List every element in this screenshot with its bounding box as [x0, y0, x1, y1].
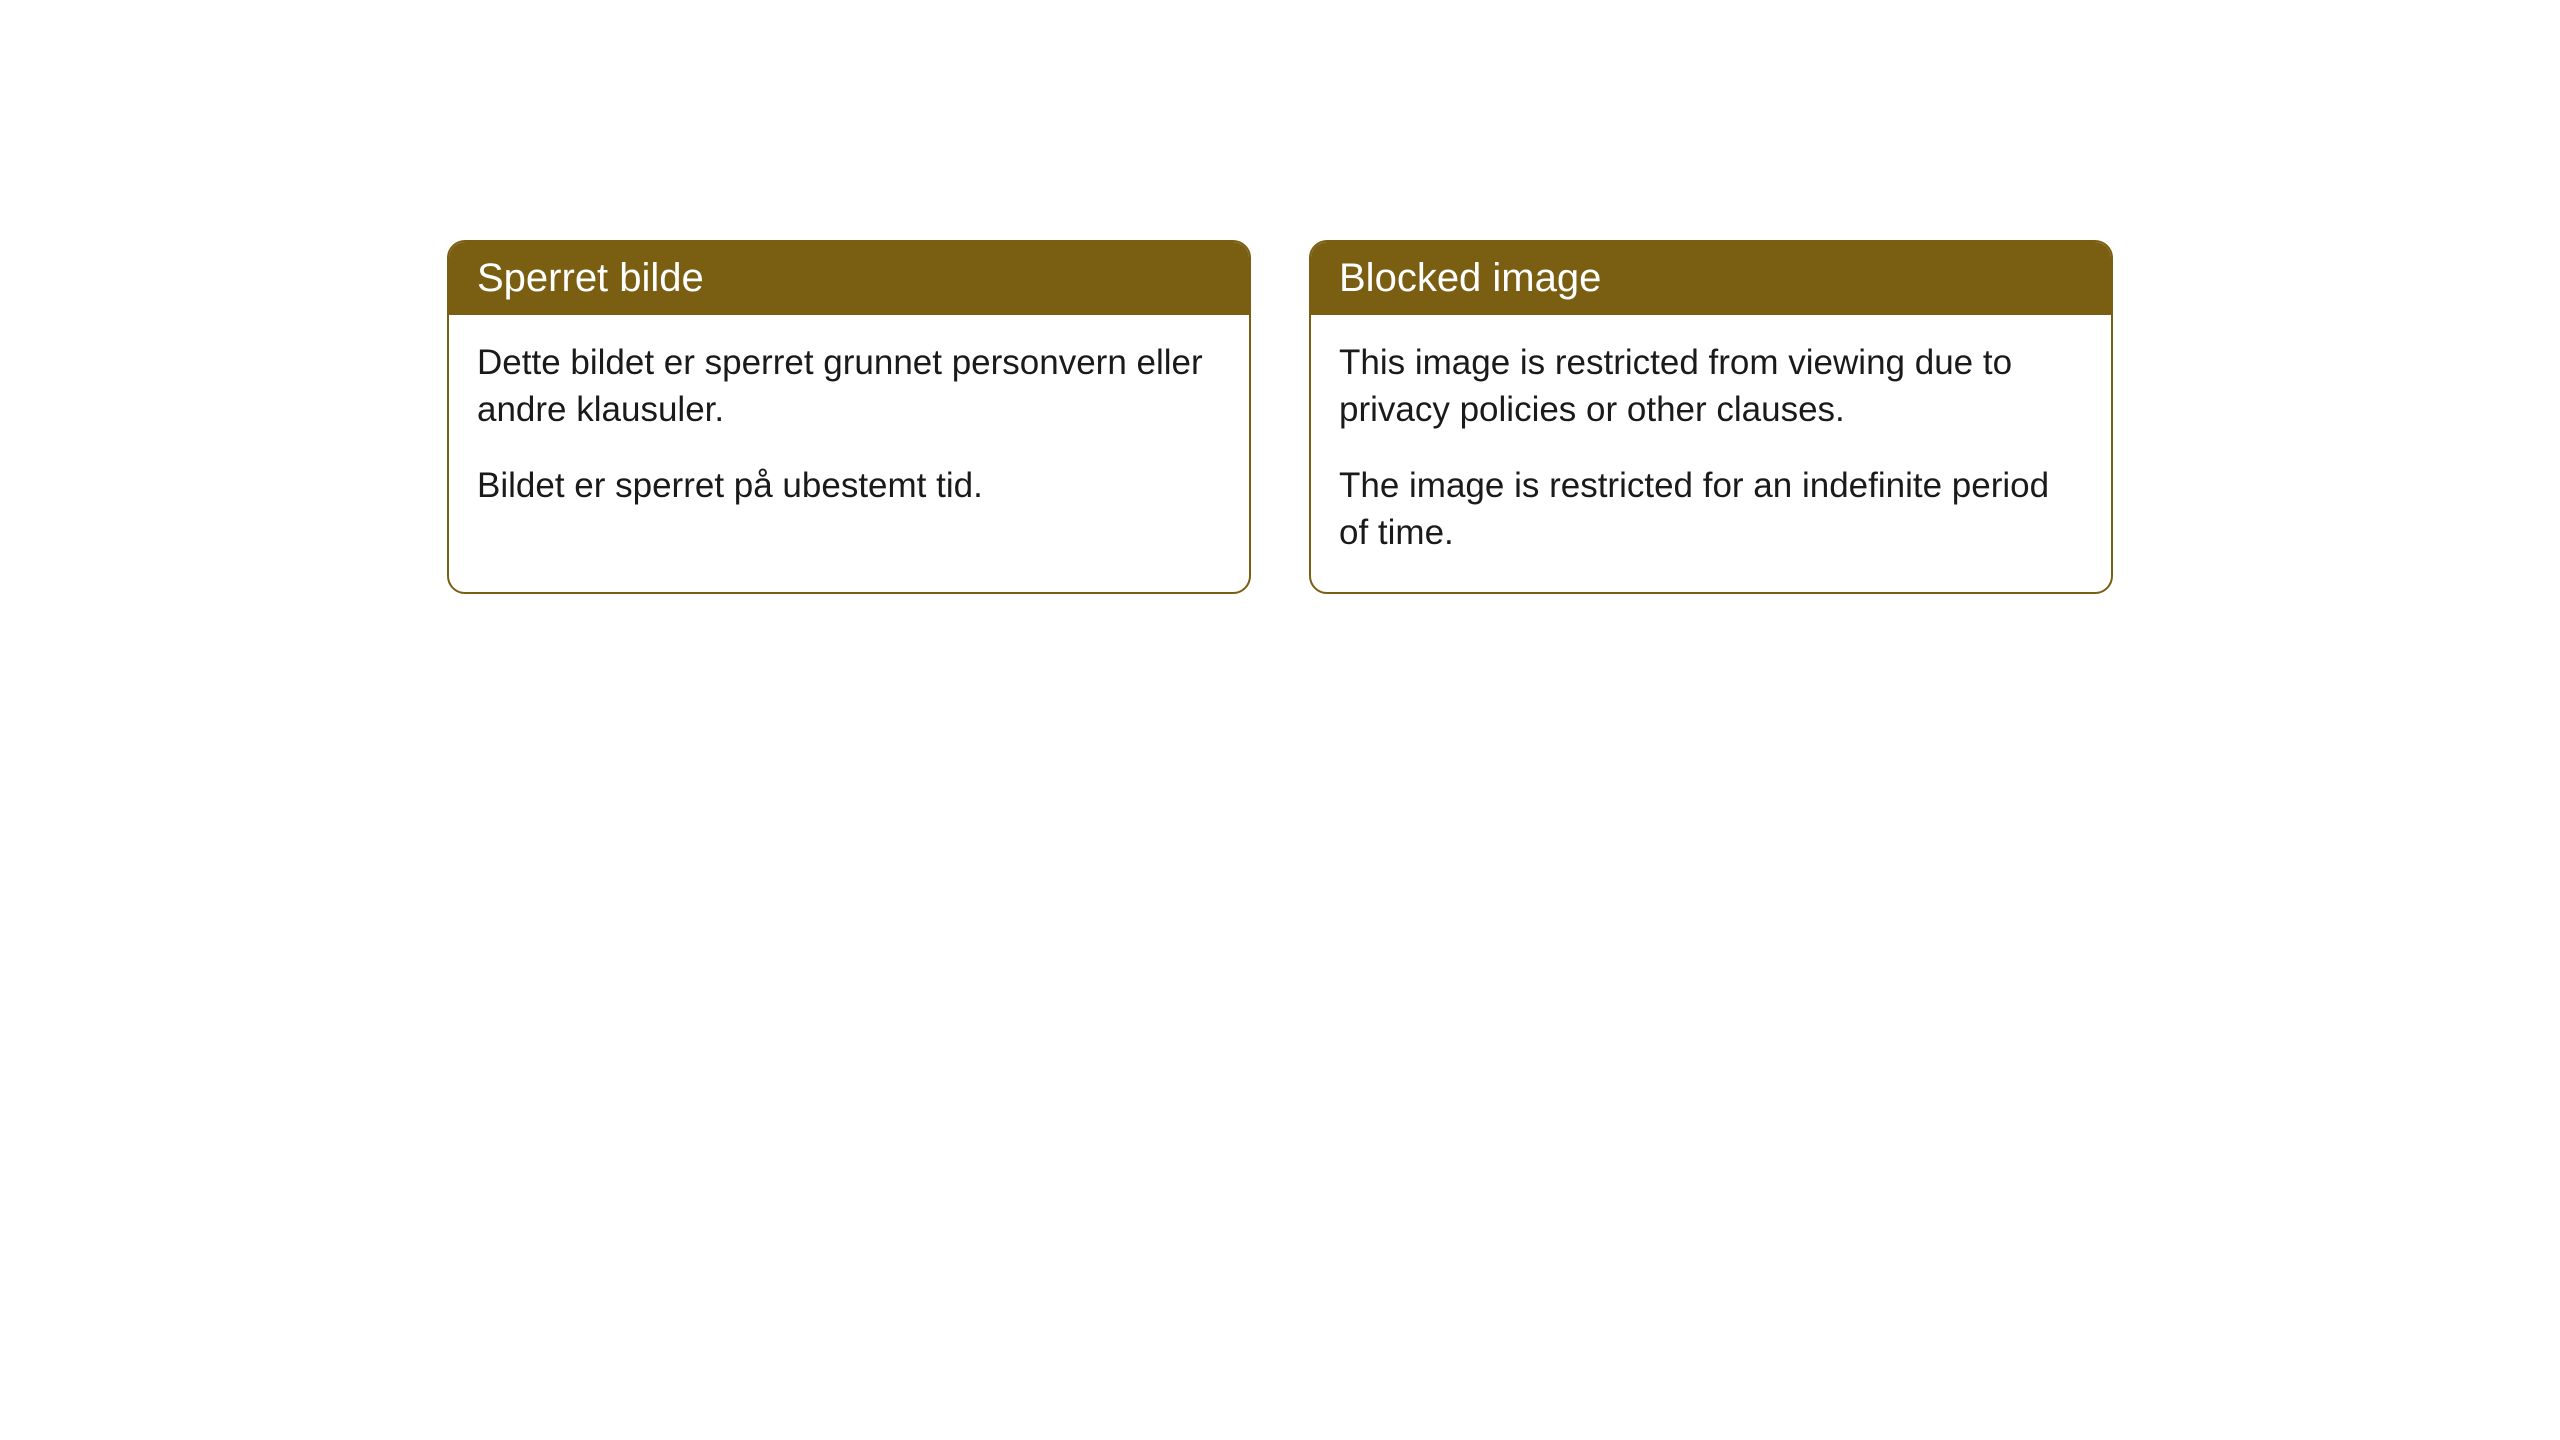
card-title: Blocked image	[1339, 256, 1601, 300]
card-title: Sperret bilde	[477, 256, 704, 300]
card-header: Blocked image	[1311, 242, 2111, 315]
card-paragraph-1: This image is restricted from viewing du…	[1339, 339, 2083, 434]
card-body: Dette bildet er sperret grunnet personve…	[449, 315, 1249, 545]
card-body: This image is restricted from viewing du…	[1311, 315, 2111, 592]
cards-container: Sperret bilde Dette bildet er sperret gr…	[0, 240, 2560, 594]
card-paragraph-1: Dette bildet er sperret grunnet personve…	[477, 339, 1221, 434]
blocked-image-card-english: Blocked image This image is restricted f…	[1309, 240, 2113, 594]
card-paragraph-2: The image is restricted for an indefinit…	[1339, 462, 2083, 557]
card-paragraph-2: Bildet er sperret på ubestemt tid.	[477, 462, 1221, 509]
card-header: Sperret bilde	[449, 242, 1249, 315]
blocked-image-card-norwegian: Sperret bilde Dette bildet er sperret gr…	[447, 240, 1251, 594]
